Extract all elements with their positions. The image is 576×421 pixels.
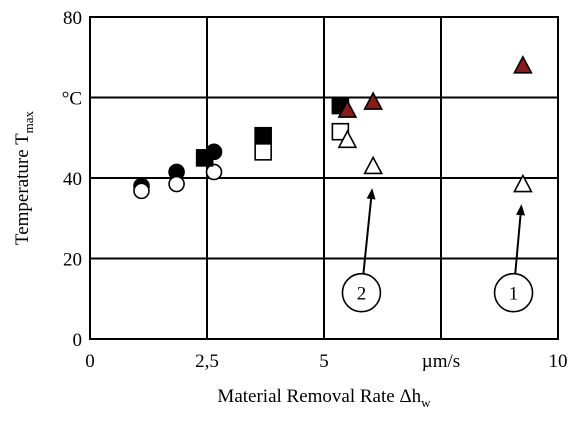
x-axis-ticks: 0 2,5 5 µm/s 10 (85, 351, 567, 372)
x-tick-label-0: 0 (85, 351, 95, 372)
y-tick-label-4: 80 (63, 8, 82, 29)
x-tick-label-4: 10 (549, 351, 568, 372)
annotation-arrow-1 (514, 215, 522, 274)
x-axis-label-main: Material Removal Rate Δh (217, 386, 421, 407)
x-axis-label-subscript: w (421, 395, 431, 410)
annotation-label-1: 1 (509, 284, 519, 305)
x-tick-label-3: µm/s (422, 351, 460, 372)
triangle-marker-5-2 (513, 173, 533, 193)
y-tick-label-1: 20 (63, 250, 82, 271)
annotation-circle-2 (341, 272, 382, 313)
plot-area-frame (89, 16, 559, 340)
triangle-marker-5-0 (337, 129, 358, 149)
circle-marker-1-2 (205, 163, 223, 181)
annotation-label-2: 2 (357, 284, 367, 305)
circle-marker-1-1 (168, 175, 185, 193)
annotation-arrowhead-1 (516, 204, 525, 216)
triangle-marker-4-2 (513, 55, 533, 74)
square-marker-2-0 (195, 149, 214, 167)
x-tick-label-1: 2,5 (195, 351, 219, 372)
circle-marker-1-0 (133, 182, 150, 200)
x-axis-label: Material Removal Rate Δhw (217, 386, 431, 410)
y-axis-label-main: Temperature T (12, 133, 33, 245)
data-points (133, 55, 533, 200)
grid-lines (90, 17, 558, 339)
y-tick-label-3: °C (62, 89, 82, 110)
y-tick-label-2: 40 (63, 169, 82, 190)
square-marker-3-0 (254, 143, 272, 161)
y-axis-ticks: 0 20 40 °C 80 (62, 8, 82, 351)
annotation-circle-1 (493, 272, 534, 313)
annotation-arrowhead-2 (366, 188, 376, 200)
y-axis-label-subscript: max (21, 110, 36, 133)
annotation-arrow-2 (362, 198, 373, 274)
y-tick-label-0: 0 (73, 330, 83, 351)
triangle-marker-4-1 (363, 91, 383, 110)
x-tick-label-2: 5 (319, 351, 329, 372)
triangle-marker-5-1 (363, 155, 383, 175)
square-marker-2-1 (254, 126, 272, 145)
y-axis-label: Temperature Tmax (12, 110, 36, 245)
triangle-marker-4-0 (337, 99, 358, 118)
